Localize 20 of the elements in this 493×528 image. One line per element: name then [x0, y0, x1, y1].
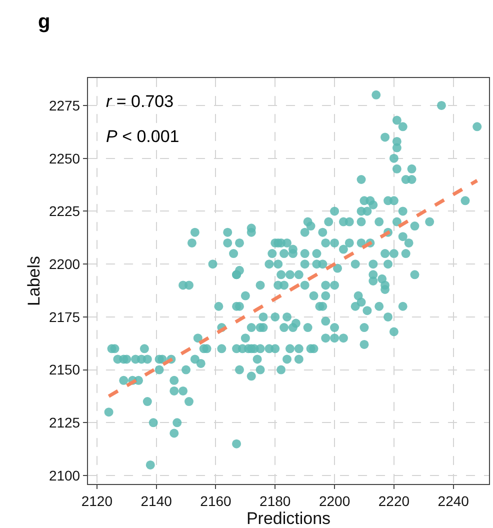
- y-tick-label: 2125: [48, 414, 80, 431]
- text: g: [38, 11, 50, 33]
- x-tick-label: 2160: [200, 492, 232, 509]
- x-tick-label: 2140: [140, 492, 172, 509]
- y-tick-label: 2150: [48, 362, 80, 378]
- x-tick-label: 2220: [378, 492, 410, 509]
- x-tick-label: 2200: [318, 492, 350, 509]
- annotation: r = 0.703: [106, 92, 174, 111]
- y-tick-label: 2100: [48, 467, 80, 484]
- y-tick-label: 2250: [48, 150, 80, 166]
- x-tick-label: 2180: [260, 492, 291, 509]
- x-axis-title: Predictions: [246, 508, 331, 528]
- y-tick-label: 2200: [48, 256, 80, 272]
- y-tick-label: 2225: [48, 203, 80, 220]
- x-tick-label: 2240: [438, 492, 470, 509]
- annotation: P < 0.001: [106, 127, 180, 146]
- x-tick-label: 2120: [81, 492, 113, 509]
- y-axis-title: Labels: [24, 256, 44, 306]
- y-tick-label: 2275: [48, 97, 80, 114]
- y-tick-label: 2175: [48, 308, 80, 325]
